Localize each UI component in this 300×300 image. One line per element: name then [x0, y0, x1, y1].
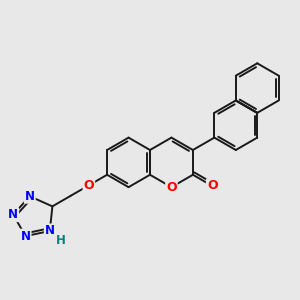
- Text: N: N: [21, 230, 31, 243]
- Text: H: H: [56, 234, 66, 248]
- Text: O: O: [207, 179, 217, 192]
- Text: O: O: [84, 179, 94, 192]
- Text: N: N: [8, 208, 18, 221]
- Text: O: O: [166, 181, 177, 194]
- Text: N: N: [45, 224, 55, 238]
- Text: N: N: [25, 190, 35, 203]
